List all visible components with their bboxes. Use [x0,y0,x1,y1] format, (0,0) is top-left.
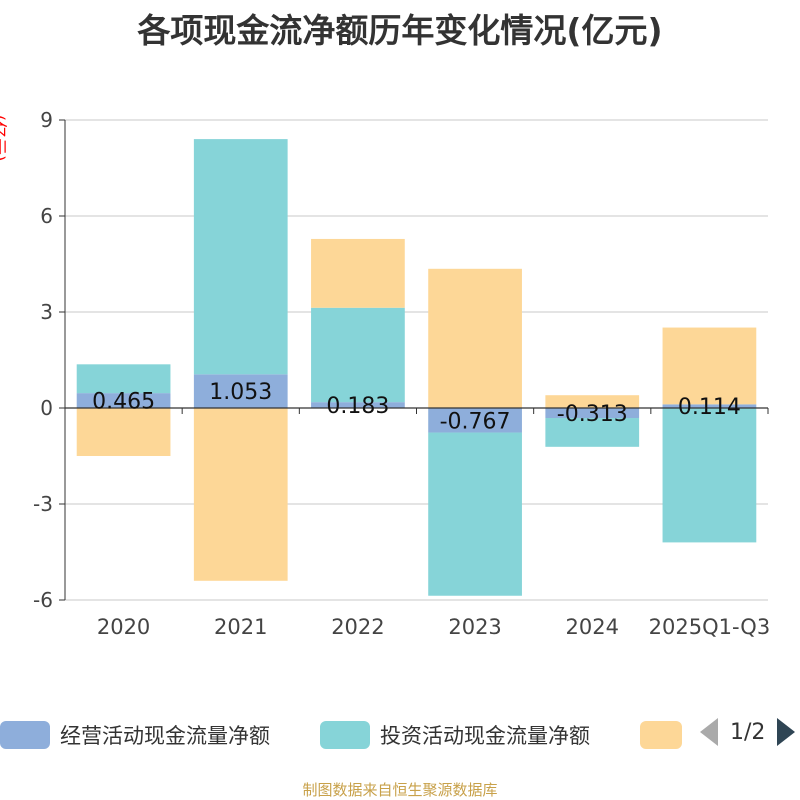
legend-item-investing[interactable]: 投资活动现金流量净额 [320,720,590,750]
bar-series-0-2021 [193,374,288,408]
bar-series-1-2022 [311,307,405,403]
data-label: 1.053 [209,380,272,405]
data-label: -0.767 [440,409,511,434]
y-tick-label: -3 [33,492,53,516]
bar-series-2-2024 [545,395,640,408]
y-tick-label: 3 [40,300,53,324]
bar-series-1-2020 [76,364,171,394]
x-category-label: 2023 [448,615,501,639]
legend-pager: 1/2 [700,718,796,746]
stacked-bar-chart: -6 -3 0 3 6 9 0.465 1.053 0.183 -0.767 -0.313 0.114… [33,108,771,639]
bar-series-0-2022 [311,402,405,408]
legend-page-indicator: 1/2 [730,719,766,745]
bar-series-0-2023 [428,408,522,433]
x-category-label: 2025Q1-Q3 [649,615,771,639]
bar-series-1-2023 [428,432,522,596]
bar-series-0-2020 [76,393,171,408]
bar-series-2-2023 [428,268,522,408]
y-tick-label: 9 [40,108,53,132]
bar-series-2-2025Q1-Q3 [662,327,757,405]
legend-item-financing[interactable] [640,720,682,750]
data-label: 0.114 [678,395,741,420]
data-label: 0.465 [92,390,155,415]
legend-prev-page-icon[interactable] [700,718,718,746]
legend: 经营活动现金流量净额 投资活动现金流量净额 1/2 [0,712,800,756]
data-label: -0.313 [557,402,628,427]
x-category-label: 2022 [331,615,384,639]
legend-swatch-investing [320,721,370,749]
bar-series-2-2022 [311,238,405,308]
data-source-note: 制图数据来自恒生聚源数据库 [302,781,498,799]
bar-series-1-2024 [545,418,640,447]
legend-label-operating: 经营活动现金流量净额 [60,724,270,748]
x-category-label: 2020 [97,615,150,639]
bar-series-1-2021 [193,139,288,375]
x-category-label: 2024 [566,615,619,639]
y-tick-label: -6 [33,588,53,612]
bar-series-2-2021 [193,408,288,581]
y-tick-label: 6 [40,204,53,228]
x-category-label: 2021 [214,615,267,639]
bar-series-0-2024 [545,408,640,419]
legend-label-investing: 投资活动现金流量净额 [380,724,590,748]
bar-series-1-2025Q1-Q3 [662,408,757,543]
chart-title: 各项现金流净额历年变化情况(亿元) [137,11,663,50]
y-tick-label: 0 [40,396,53,420]
legend-swatch-operating [0,721,50,749]
data-label: 0.183 [326,394,389,419]
legend-next-page-icon[interactable] [777,718,796,746]
bar-series-0-2025Q1-Q3 [662,404,757,408]
legend-swatch-financing [640,721,682,749]
bar-series-2-2020 [76,408,171,456]
legend-item-operating[interactable]: 经营活动现金流量净额 [0,720,270,750]
